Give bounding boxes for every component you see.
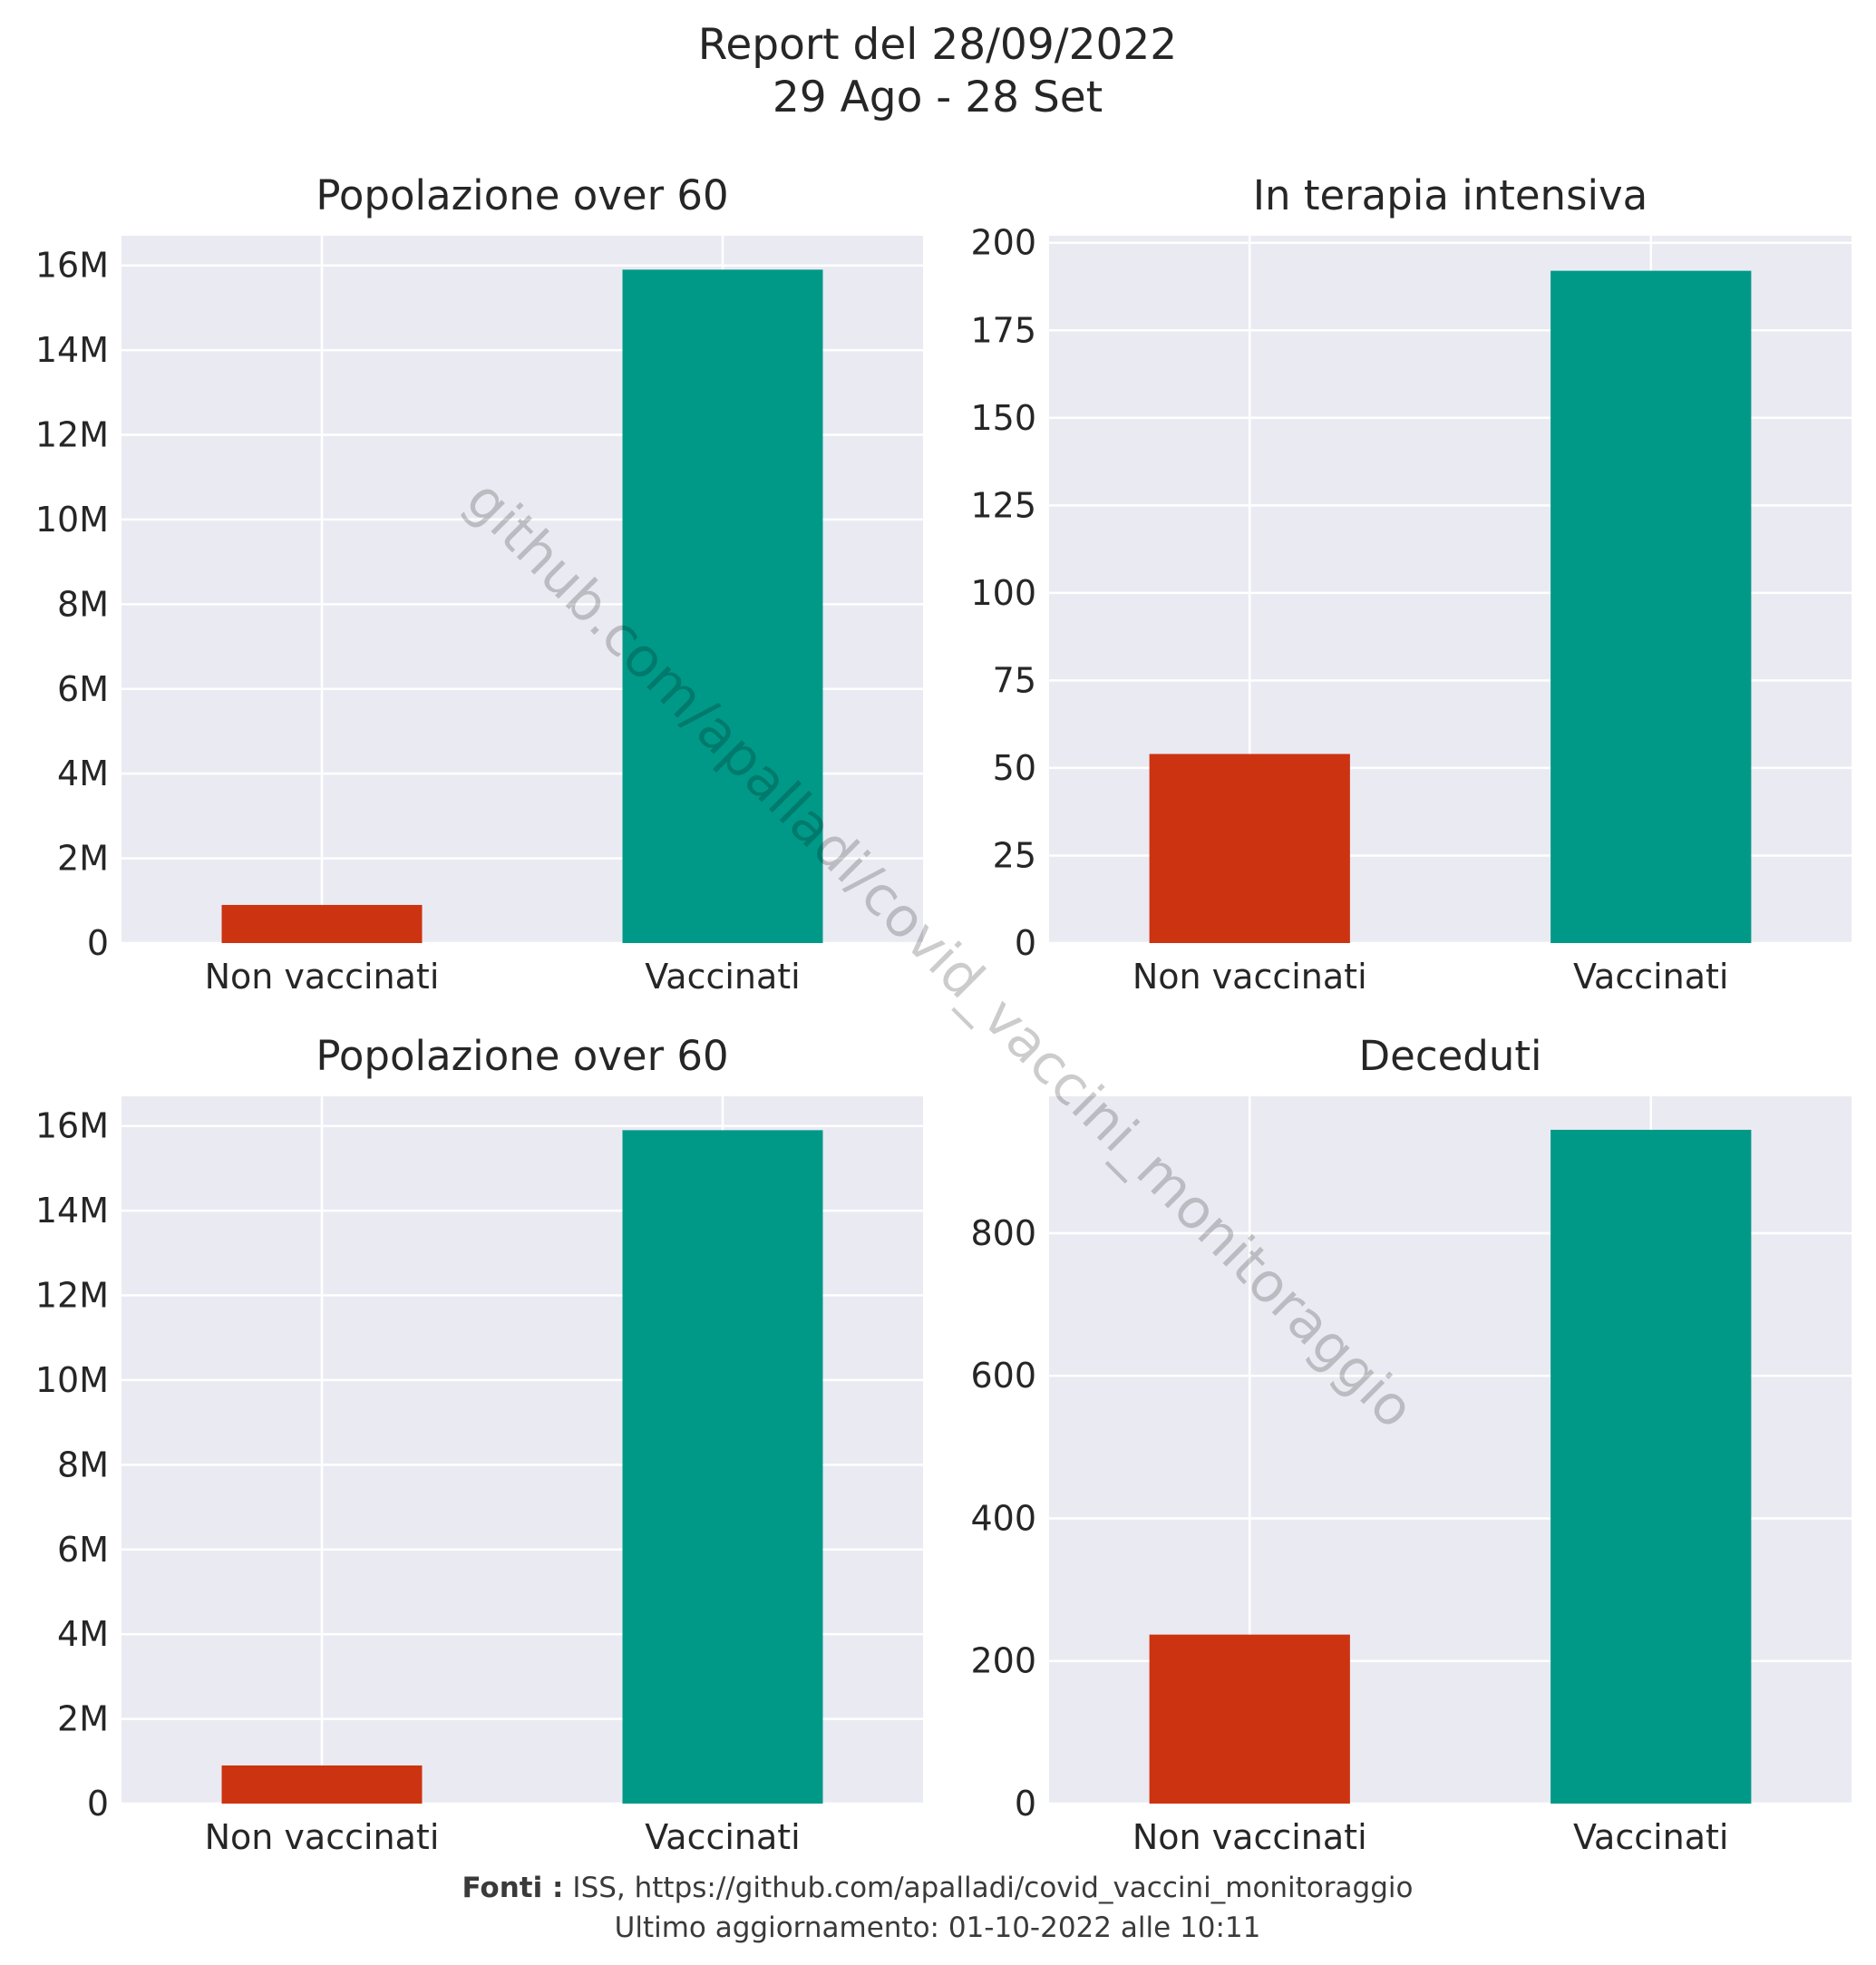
y-tick-label: 0 — [1015, 1784, 1036, 1824]
figure-title-line1: Report del 28/09/2022 — [698, 20, 1177, 70]
y-tick-label: 50 — [993, 748, 1036, 788]
y-tick-label: 75 — [993, 660, 1036, 700]
y-tick-label: 400 — [970, 1498, 1036, 1538]
y-tick-label: 14M — [35, 1191, 109, 1231]
y-tick-label: 14M — [35, 330, 109, 370]
bar-vaccinati — [622, 1130, 823, 1804]
x-tick-label: Non vaccinati — [1132, 1817, 1367, 1857]
y-tick-label: 10M — [35, 1360, 109, 1400]
x-tick-label: Non vaccinati — [205, 1817, 440, 1857]
chart-panel-3: 0 2M 4M 6M 8M 10M 12M 14M 16M Non vaccinati Vaccin… — [35, 1032, 923, 1857]
y-tick-label: 175 — [970, 310, 1036, 350]
y-tick-label: 12M — [35, 415, 109, 455]
y-tick-label: 600 — [970, 1356, 1036, 1396]
chart-panel-4: 0 200 400 600 800 Non vaccinati Vaccinati Deced… — [970, 1032, 1852, 1857]
y-tick-label: 200 — [970, 223, 1036, 263]
chart-title: Deceduti — [1359, 1032, 1542, 1080]
y-tick-label: 100 — [970, 573, 1036, 613]
chart-title: In terapia intensiva — [1253, 171, 1648, 219]
y-tick-label: 8M — [57, 584, 109, 624]
y-tick-label: 0 — [87, 1784, 109, 1824]
bar-vaccinati — [1550, 270, 1752, 943]
y-tick-label: 10M — [35, 500, 109, 540]
y-tick-label: 800 — [970, 1213, 1036, 1253]
y-tick-label: 16M — [35, 1106, 109, 1146]
chart-panel-2: 0 25 50 75 100 125 150 175 200 Non vaccinati Vacci… — [970, 171, 1852, 997]
y-tick-label: 8M — [57, 1445, 109, 1484]
bar-vaccinati — [622, 269, 823, 944]
footer-updated: Ultimo aggiornamento: 01-10-2022 alle 10… — [615, 1911, 1261, 1944]
y-tick-label: 200 — [970, 1641, 1036, 1681]
y-tick-label: 6M — [57, 1530, 109, 1570]
chart-title: Popolazione over 60 — [316, 171, 728, 219]
y-tick-label: 0 — [87, 923, 109, 963]
y-tick-label: 125 — [970, 485, 1036, 525]
x-tick-label: Vaccinati — [645, 1817, 801, 1857]
chart-panels: 0 2M 4M 6M 8M 10M 12M 14M 16M Non vaccinati Vaccin… — [35, 171, 1852, 1857]
y-tick-label: 4M — [57, 1614, 109, 1654]
y-tick-label: 6M — [57, 669, 109, 709]
footer-source: Fonti : ISS, https://github.com/apalladi/… — [462, 1872, 1414, 1904]
y-tick-label: 0 — [1015, 923, 1036, 963]
chart-panel-1: 0 2M 4M 6M 8M 10M 12M 14M 16M Non vaccinati Vaccin… — [35, 171, 923, 997]
x-tick-label: Vaccinati — [1573, 1817, 1729, 1857]
y-tick-label: 150 — [970, 398, 1036, 438]
y-tick-label: 16M — [35, 246, 109, 286]
footer-source-label: Fonti : — [462, 1872, 564, 1904]
footer-source-text: ISS, https://github.com/apalladi/covid_v… — [572, 1872, 1413, 1904]
x-tick-label: Non vaccinati — [1132, 957, 1367, 997]
y-tick-label: 2M — [57, 1699, 109, 1739]
bar-non-vaccinati — [1149, 1634, 1350, 1804]
bar-vaccinati — [1550, 1129, 1752, 1804]
x-tick-label: Vaccinati — [645, 957, 801, 997]
bar-non-vaccinati — [1149, 754, 1350, 943]
figure-title-line2: 29 Ago - 28 Set — [773, 73, 1103, 122]
y-tick-label: 4M — [57, 754, 109, 793]
y-tick-label: 2M — [57, 839, 109, 879]
y-tick-label: 25 — [993, 835, 1036, 875]
x-tick-label: Non vaccinati — [205, 957, 440, 997]
bar-non-vaccinati — [221, 904, 423, 943]
chart-title: Popolazione over 60 — [316, 1032, 728, 1080]
bar-non-vaccinati — [221, 1765, 423, 1804]
x-tick-label: Vaccinati — [1573, 957, 1729, 997]
y-tick-label: 12M — [35, 1276, 109, 1316]
